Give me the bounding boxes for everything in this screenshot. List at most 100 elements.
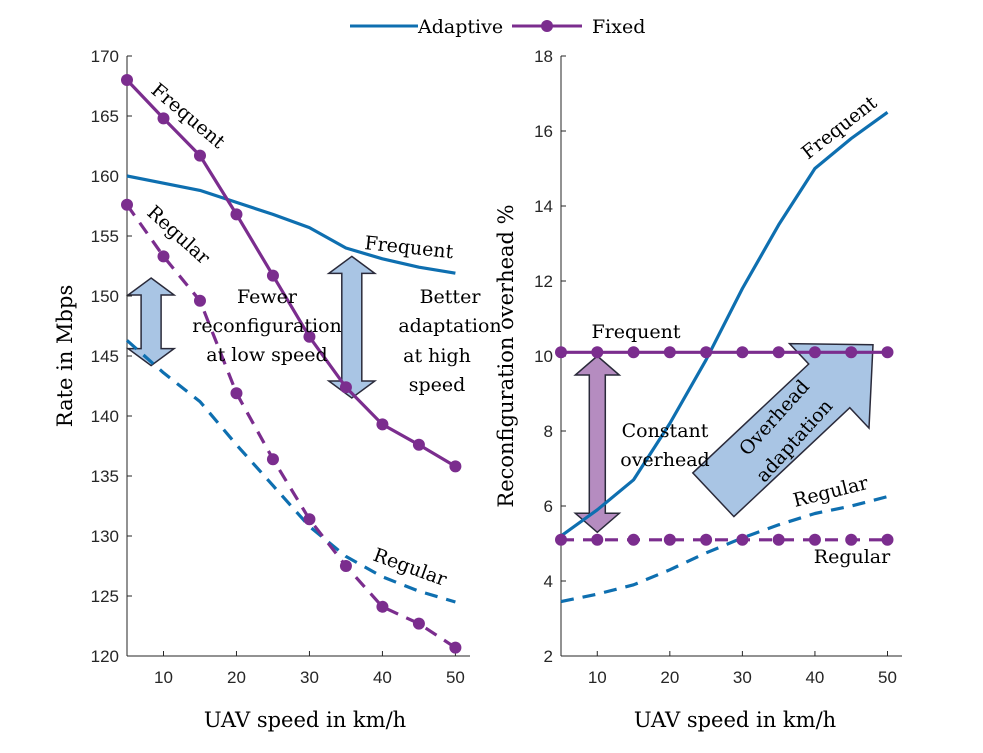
annotation-fewer-line2: reconfiguration xyxy=(192,315,342,337)
overhead-y-tick-label: 8 xyxy=(544,422,553,441)
arrow-overhead-adaptation xyxy=(691,342,874,518)
rate-point-fixed-frequent xyxy=(412,438,425,451)
rate-point-fixed-frequent xyxy=(376,418,389,431)
overhead-y-tick-label: 10 xyxy=(534,347,553,366)
overhead-point-fixed-frequent xyxy=(591,346,604,359)
overhead-y-tick-label: 12 xyxy=(534,272,553,291)
overhead-point-fixed-regular xyxy=(808,533,821,546)
rate-point-fixed-frequent xyxy=(266,269,279,282)
rate-point-fixed-regular xyxy=(230,387,243,400)
overhead-x-axis-label: UAV speed in km/h xyxy=(634,708,836,732)
annotation-better-line3: at high xyxy=(403,345,471,367)
overhead-y-tick-label: 14 xyxy=(534,197,553,216)
overhead-series-adaptive-regular xyxy=(560,495,888,604)
rate-point-fixed-regular xyxy=(266,453,279,466)
annotation-fewer-line3: at low speed xyxy=(206,344,327,366)
annotation-fewer-line1: Fewer xyxy=(237,286,298,308)
overhead-y-tick-label: 6 xyxy=(544,497,553,516)
rate-point-fixed-frequent xyxy=(339,381,352,394)
rate-point-fixed-regular xyxy=(303,513,316,526)
overhead-point-fixed-regular xyxy=(700,533,713,546)
annotation-r-fixed-regular: Regular xyxy=(814,546,891,568)
rate-series-adaptive-frequent xyxy=(126,174,456,275)
arrow-better-adaptation xyxy=(326,255,378,399)
rate-y-tick-label: 155 xyxy=(91,227,119,246)
rate-y-tick-label: 140 xyxy=(91,407,119,426)
rate-x-axis-label: UAV speed in km/h xyxy=(204,708,406,732)
annotation-adaptive-regular: Regular xyxy=(370,544,450,591)
rate-point-fixed-regular xyxy=(376,600,389,613)
rate-x-tick-label: 40 xyxy=(373,668,392,687)
legend-adaptive-label: Adaptive xyxy=(417,16,503,38)
overhead-x-tick-label: 30 xyxy=(733,668,752,687)
rate-point-fixed-frequent xyxy=(121,74,133,86)
overhead-arrows xyxy=(573,342,874,534)
rate-x-tick-label: 30 xyxy=(300,668,319,687)
annotation-r-adaptive-regular: Regular xyxy=(791,472,871,512)
overhead-point-fixed-frequent xyxy=(700,346,713,359)
overhead-x-tick-label: 20 xyxy=(660,668,679,687)
rate-y-tick-label: 170 xyxy=(91,47,119,66)
rate-arrows xyxy=(125,255,378,399)
overhead-x-tick-label: 50 xyxy=(878,668,897,687)
rate-point-fixed-frequent xyxy=(193,149,206,162)
rate-x-tick-label: 10 xyxy=(154,668,173,687)
rate-point-fixed-regular xyxy=(412,617,425,630)
overhead-y-tick-label: 16 xyxy=(534,122,553,141)
overhead-y-tick-label: 4 xyxy=(544,572,553,591)
annotation-r-fixed-frequent: Frequent xyxy=(591,321,680,343)
overhead-point-fixed-regular xyxy=(845,533,858,546)
overhead-point-fixed-frequent xyxy=(555,346,567,359)
rate-y-tick-label: 165 xyxy=(91,107,119,126)
rate-point-fixed-regular xyxy=(193,294,206,307)
rate-point-fixed-frequent xyxy=(303,330,316,343)
rate-chart: 120 125 130 135 140 145 150 155 160 165 170 10 20 30 4… xyxy=(53,47,502,732)
rate-point-fixed-frequent xyxy=(449,460,462,473)
rate-series xyxy=(121,74,462,654)
overhead-point-fixed-frequent xyxy=(627,346,640,359)
overhead-point-fixed-regular xyxy=(627,533,640,546)
overhead-y-axis-label: Reconfiguration overhead % xyxy=(494,204,518,507)
rate-y-tick-label: 130 xyxy=(91,527,119,546)
overhead-point-fixed-regular xyxy=(881,533,894,546)
overhead-point-fixed-regular xyxy=(663,533,676,546)
overhead-axes: 2 4 6 8 10 12 14 16 18 10 20 30 40 50 xyxy=(534,47,902,687)
rate-x-tick-label: 20 xyxy=(227,668,246,687)
overhead-point-fixed-frequent xyxy=(845,346,858,359)
legend-fixed-label: Fixed xyxy=(592,16,645,38)
annotation-fixed-regular: Regular xyxy=(143,201,215,269)
overhead-point-fixed-frequent xyxy=(881,346,894,359)
annotation-constant-line1: Constant xyxy=(622,420,709,442)
arrow-constant-overhead xyxy=(573,355,622,534)
rate-point-fixed-regular xyxy=(449,641,462,654)
rate-axes: 120 125 130 135 140 145 150 155 160 165 170 10 20 30 4… xyxy=(91,47,470,687)
rate-series-fixed-frequent xyxy=(125,78,457,468)
rate-series-adaptive-regular xyxy=(125,339,456,604)
overhead-x-tick-label: 40 xyxy=(805,668,824,687)
rate-y-tick-label: 145 xyxy=(91,347,119,366)
legend: Adaptive Fixed xyxy=(350,16,645,38)
rate-y-tick-label: 125 xyxy=(91,587,119,606)
rate-point-fixed-regular xyxy=(157,250,170,263)
overhead-point-fixed-frequent xyxy=(772,346,785,359)
rate-y-tick-label: 160 xyxy=(91,167,119,186)
rate-series-fixed-regular xyxy=(125,203,457,649)
rate-y-tick-label: 135 xyxy=(91,467,119,486)
rate-y-axis-label: Rate in Mbps xyxy=(53,285,77,427)
annotation-better-line1: Better xyxy=(420,286,482,308)
overhead-x-tick-label: 10 xyxy=(588,668,607,687)
overhead-point-fixed-regular xyxy=(736,533,749,546)
rate-point-fixed-frequent xyxy=(157,112,170,125)
overhead-point-fixed-frequent xyxy=(808,346,821,359)
rate-x-tick-label: 50 xyxy=(446,668,465,687)
overhead-point-fixed-regular xyxy=(772,533,785,546)
annotation-constant-line2: overhead xyxy=(620,449,709,471)
overhead-y-tick-label: 2 xyxy=(544,647,553,666)
overhead-chart: 2 4 6 8 10 12 14 16 18 10 20 30 40 50 UAV speed in km… xyxy=(494,47,902,732)
overhead-point-fixed-frequent xyxy=(663,346,676,359)
annotation-better-line2: adaptation xyxy=(398,315,501,337)
annotation-r-adaptive-frequent: Frequent xyxy=(798,92,882,164)
overhead-y-tick-label: 18 xyxy=(534,47,553,66)
overhead-series xyxy=(555,111,894,604)
